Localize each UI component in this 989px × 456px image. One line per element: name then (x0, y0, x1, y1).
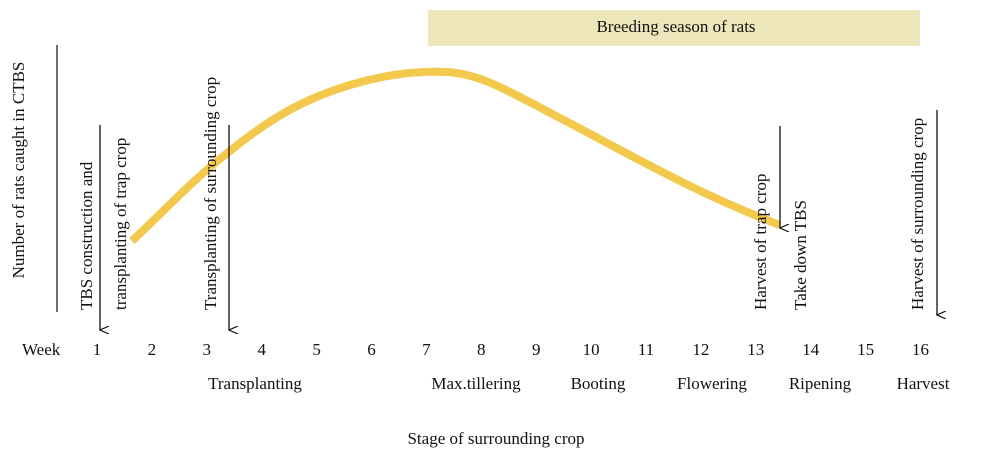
stage-label: Booting (571, 374, 626, 393)
week-number: 15 (857, 340, 874, 359)
annotation-text: Harvest of trap crop (751, 174, 770, 310)
week-number: 4 (257, 340, 266, 359)
week-number: 3 (203, 340, 212, 359)
week-label: Week (22, 340, 61, 359)
week-number: 14 (802, 340, 820, 359)
week-number: 13 (747, 340, 764, 359)
annotation-text: TBS construction and (77, 161, 96, 310)
week-number: 6 (367, 340, 376, 359)
annotation-text: Take down TBS (791, 200, 810, 310)
annotation-text: Transplanting of surrounding crop (201, 77, 220, 310)
annotation-text: Harvest of surrounding crop (908, 118, 927, 310)
annotation-text: transplanting of trap crop (111, 138, 130, 310)
trend-curve (129, 67, 782, 244)
x-axis-label: Stage of surrounding crop (407, 429, 584, 448)
week-number: 1 (93, 340, 102, 359)
week-number: 8 (477, 340, 486, 359)
stage-label: Ripening (789, 374, 852, 393)
week-number: 9 (532, 340, 541, 359)
week-number: 12 (692, 340, 709, 359)
y-axis-label: Number of rats caught in CTBS (9, 62, 28, 279)
banner-text: Breeding season of rats (596, 17, 755, 36)
stage-label: Flowering (677, 374, 747, 393)
week-number: 2 (148, 340, 157, 359)
week-number: 7 (422, 340, 431, 359)
week-number: 5 (312, 340, 321, 359)
banner-box (428, 10, 920, 46)
week-number: 16 (912, 340, 929, 359)
week-number: 10 (583, 340, 600, 359)
week-number: 11 (638, 340, 654, 359)
stage-label: Harvest (897, 374, 950, 393)
stage-label: Transplanting (208, 374, 302, 393)
stage-label: Max.tillering (431, 374, 521, 393)
